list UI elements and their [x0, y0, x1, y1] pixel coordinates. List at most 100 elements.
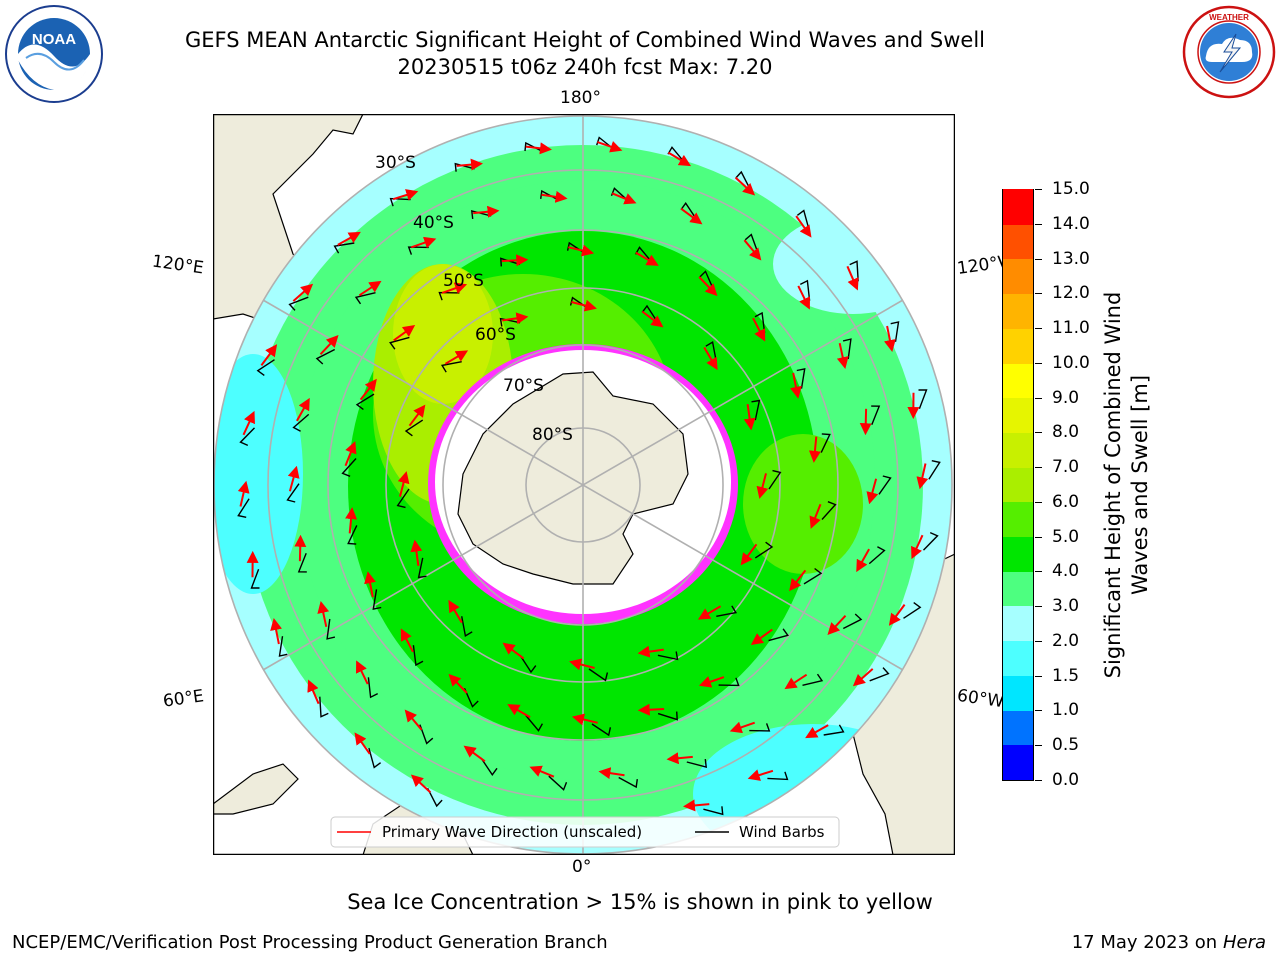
- colorbar-bin: [1003, 536, 1033, 572]
- wind-barb: [319, 696, 329, 718]
- wind-barb: [368, 747, 382, 769]
- lon-label-60e: 60°E: [161, 686, 206, 712]
- wave-arrow: [344, 441, 357, 467]
- wind-barb: [355, 393, 375, 411]
- wind-barb: [918, 389, 928, 409]
- wave-arrow: [410, 236, 437, 249]
- colorbar-tick-label: 7.0: [1052, 457, 1080, 478]
- wave-arrow: [307, 679, 320, 705]
- colorbar-tick-label: 8.0: [1052, 422, 1080, 443]
- wind-barb: [404, 419, 424, 437]
- colorbar-bin: [1003, 640, 1033, 676]
- wave-arrow: [611, 192, 637, 205]
- wind-barb: [499, 317, 521, 327]
- colorbar-tick-label: 12.0: [1052, 283, 1090, 304]
- lat-label-50s: 50°S: [443, 271, 484, 291]
- wave-arrow: [358, 280, 382, 297]
- wind-barb: [407, 246, 429, 255]
- wind-barb: [372, 589, 382, 610]
- colorbar-tick: [1035, 362, 1042, 364]
- colorbar-tick: [1035, 223, 1042, 225]
- wind-barb: [389, 197, 411, 207]
- colorbar-tick-label: 1.5: [1052, 665, 1080, 686]
- nws-logo: WEATHER: [1182, 5, 1276, 99]
- wave-arrow: [397, 471, 410, 497]
- wave-arrow: [637, 645, 664, 658]
- colorbar-tick: [1035, 501, 1042, 503]
- footer-organization: NCEP/EMC/Verification Post Processing Pr…: [12, 932, 608, 953]
- colorbar-tick-label: 14.0: [1052, 213, 1090, 234]
- wind-barb: [686, 759, 708, 769]
- wind-barb: [286, 483, 300, 503]
- wind-barb: [871, 405, 881, 426]
- wind-barb: [823, 724, 845, 736]
- wave-arrow: [666, 752, 693, 765]
- colorbar-label: Significant Height of Combined Wind Wave…: [1101, 291, 1152, 679]
- noaa-logo: NOAA: [5, 5, 103, 103]
- wave-arrow: [287, 465, 300, 492]
- colorbar-tick: [1035, 432, 1042, 434]
- lat-label-60s: 60°S: [475, 325, 516, 345]
- wind-barb: [500, 257, 521, 267]
- footer-machine: Hera: [1222, 932, 1266, 953]
- wind-barb: [419, 724, 434, 745]
- lat-label-70s: 70°S: [503, 376, 544, 396]
- wind-barb: [928, 460, 941, 480]
- wind-barb: [354, 292, 376, 305]
- wave-arrow: [507, 704, 531, 719]
- wind-barb: [440, 361, 462, 373]
- wind-barb: [438, 291, 460, 301]
- wave-arrow: [743, 239, 762, 261]
- wave-arrow: [356, 660, 369, 685]
- wind-barb: [292, 413, 310, 432]
- wave-arrow: [359, 378, 377, 401]
- colorbar-tick: [1035, 780, 1042, 781]
- wave-arrow: [784, 673, 808, 690]
- wind-barb: [849, 260, 859, 282]
- polar-wave-map: 30°S 40°S 50°S 60°S 70°S 80°S Primary Wa…: [213, 114, 955, 855]
- wind-barb: [868, 546, 886, 565]
- colorbar-tick-label: 0.5: [1052, 735, 1080, 756]
- wind-barb: [657, 651, 679, 661]
- colorbar-tick-label: 2.0: [1052, 630, 1080, 651]
- wave-arrow: [456, 158, 483, 171]
- colorbar-tick: [1035, 640, 1042, 642]
- wave-arrow: [529, 765, 555, 778]
- wind-barb: [842, 613, 863, 630]
- wind-barb: [796, 209, 810, 231]
- wave-arrow: [859, 408, 872, 436]
- land-madagascar: [213, 763, 299, 815]
- wave-arrow: [667, 151, 692, 167]
- wind-barb: [588, 668, 609, 682]
- wave-arrow: [789, 569, 807, 592]
- wave-arrow: [884, 325, 896, 352]
- wind-barb: [519, 654, 537, 674]
- wave-arrow: [354, 732, 371, 755]
- wave-arrow: [635, 251, 659, 266]
- wind-barb: [618, 776, 638, 789]
- wave-arrow: [292, 283, 314, 302]
- wind-barb: [239, 427, 256, 447]
- wind-barb: [744, 233, 759, 254]
- wave-arrow: [569, 658, 595, 671]
- svg-text:WEATHER: WEATHER: [1209, 13, 1249, 22]
- lon-label-0: 0°: [572, 857, 592, 877]
- wave-arrow: [734, 176, 756, 196]
- wind-barb: [250, 569, 260, 589]
- wind-barb: [297, 552, 307, 573]
- lat-label-30s: 30°S: [375, 153, 416, 173]
- map-legend: Primary Wave Direction (unscaled) Wind B…: [330, 816, 840, 848]
- wind-barb: [237, 498, 250, 518]
- wave-arrow: [448, 673, 468, 694]
- colorbar-tick-label: 3.0: [1052, 596, 1080, 617]
- wind-barb: [767, 771, 789, 781]
- wind-barb: [417, 557, 427, 579]
- wave-arrow: [790, 372, 802, 399]
- wind-barb: [396, 488, 410, 509]
- colorbar-tick: [1035, 258, 1042, 260]
- wave-arrow: [852, 668, 874, 687]
- wave-arrow: [641, 310, 664, 328]
- wave-arrow: [237, 480, 250, 507]
- wave-arrow: [743, 404, 756, 431]
- wave-arrow: [808, 436, 821, 463]
